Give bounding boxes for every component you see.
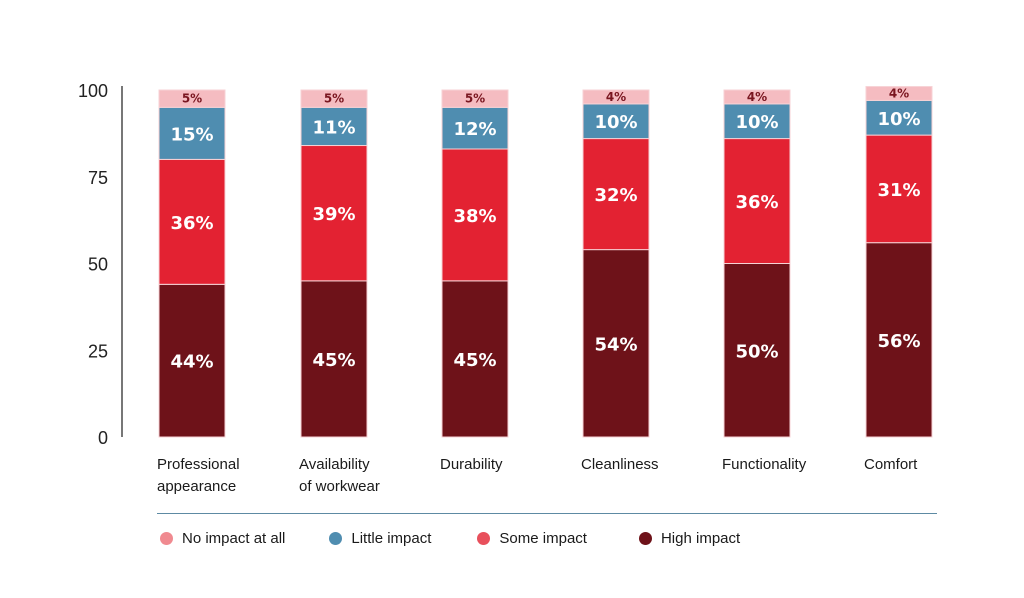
data-label: 11% (312, 117, 355, 138)
legend-label: Little impact (351, 530, 432, 547)
y-tick-label: 75 (88, 168, 108, 188)
bar-segment-no-impact-at-all (865, 86, 933, 101)
legend-dot-icon (477, 532, 491, 545)
data-label: 44% (170, 352, 213, 373)
bar-segment-high-impact (582, 249, 650, 438)
data-label: 39% (312, 204, 355, 225)
y-tick-label: 0 (98, 428, 108, 448)
bar-segment-some-impact (300, 145, 368, 282)
bar-segment-little-impact (441, 106, 509, 150)
bar-stack: 56% 31% 10% 4% (865, 86, 933, 438)
y-tick-label: 25 (88, 341, 108, 361)
bars: 44% 36% 15% 5% 45% 39% 11% 5% 45% 38% 12% 5% 54% 32% 1… (158, 86, 933, 438)
y-axis-ticks: 0 25 50 75 100 (78, 81, 108, 448)
legend-item-some-impact: Some impact (477, 530, 587, 547)
bar-segment-high-impact (441, 280, 509, 438)
bar-segment-high-impact (158, 283, 226, 438)
legend-label: Some impact (499, 530, 587, 547)
bar-segment-no-impact-at-all (158, 89, 226, 108)
x-axis-labels: Professional appearance Availability of wor… (157, 456, 918, 495)
data-label: 31% (877, 180, 920, 201)
bar-segment-no-impact-at-all (723, 89, 791, 105)
legend: No impact at all Little impact Some impa… (160, 530, 784, 547)
data-label: 5% (324, 92, 344, 106)
data-label: 10% (594, 112, 637, 133)
data-label: 38% (453, 206, 496, 227)
data-label: 5% (182, 92, 202, 106)
legend-divider (157, 513, 937, 514)
data-label: 15% (170, 124, 213, 145)
bar-segment-little-impact (300, 106, 368, 147)
y-tick-label: 100 (78, 81, 108, 101)
data-label: 54% (594, 334, 637, 355)
bar-segment-some-impact (865, 134, 933, 244)
data-label: 5% (465, 92, 485, 106)
bar-stack: 45% 38% 12% 5% (441, 89, 509, 438)
data-label: 36% (170, 213, 213, 234)
stacked-bar-chart: 0 25 50 75 100 44% 36% 15% 5% 45% 39% 11% 5% 45% 38% 1… (78, 81, 933, 495)
bar-segment-some-impact (582, 138, 650, 251)
data-label: 50% (735, 341, 778, 362)
bar-segment-no-impact-at-all (300, 89, 368, 108)
legend-item-little-impact: Little impact (329, 530, 431, 547)
x-tick-label: Comfort (864, 456, 918, 473)
data-label: 36% (735, 192, 778, 213)
data-label: 56% (877, 331, 920, 352)
data-label: 4% (606, 90, 626, 104)
bar-stack: 44% 36% 15% 5% (158, 89, 226, 438)
data-label: 32% (594, 185, 637, 206)
data-label: 10% (735, 112, 778, 133)
bar-segment-some-impact (158, 158, 226, 285)
legend-dot-icon (329, 532, 343, 545)
x-tick-label: Durability (440, 456, 503, 473)
data-label: 45% (312, 350, 355, 371)
bar-segment-high-impact (300, 280, 368, 438)
legend-dot-icon (638, 532, 652, 545)
bar-segment-some-impact (723, 138, 791, 264)
bar-stack: 54% 32% 10% 4% (582, 89, 650, 438)
legend-label: High impact (660, 530, 741, 547)
x-tick-label: Professional appearance (157, 456, 240, 495)
bar-segment-little-impact (723, 103, 791, 140)
x-tick-label: Availability of workwear (299, 456, 380, 495)
x-tick-label: Cleanliness (581, 456, 659, 473)
y-tick-label: 50 (88, 255, 108, 275)
x-tick-label: Functionality (722, 456, 807, 473)
data-label: 10% (877, 109, 920, 130)
bar-segment-little-impact (582, 103, 650, 140)
legend-label: No impact at all (182, 530, 286, 547)
bar-segment-high-impact (865, 242, 933, 438)
legend-item-no-impact: No impact at all (160, 530, 285, 547)
bar-segment-no-impact-at-all (441, 89, 509, 108)
legend-item-high-impact: High impact (638, 530, 741, 547)
data-label: 4% (889, 86, 909, 100)
bar-segment-high-impact (723, 263, 791, 438)
data-label: 45% (453, 350, 496, 371)
data-label: 12% (453, 119, 496, 140)
bar-segment-no-impact-at-all (582, 89, 650, 105)
bar-stack: 50% 36% 10% 4% (723, 89, 791, 438)
bar-stack: 45% 39% 11% 5% (300, 89, 368, 438)
legend-dot-icon (160, 532, 173, 545)
data-label: 4% (747, 90, 767, 104)
bar-segment-some-impact (441, 148, 509, 282)
